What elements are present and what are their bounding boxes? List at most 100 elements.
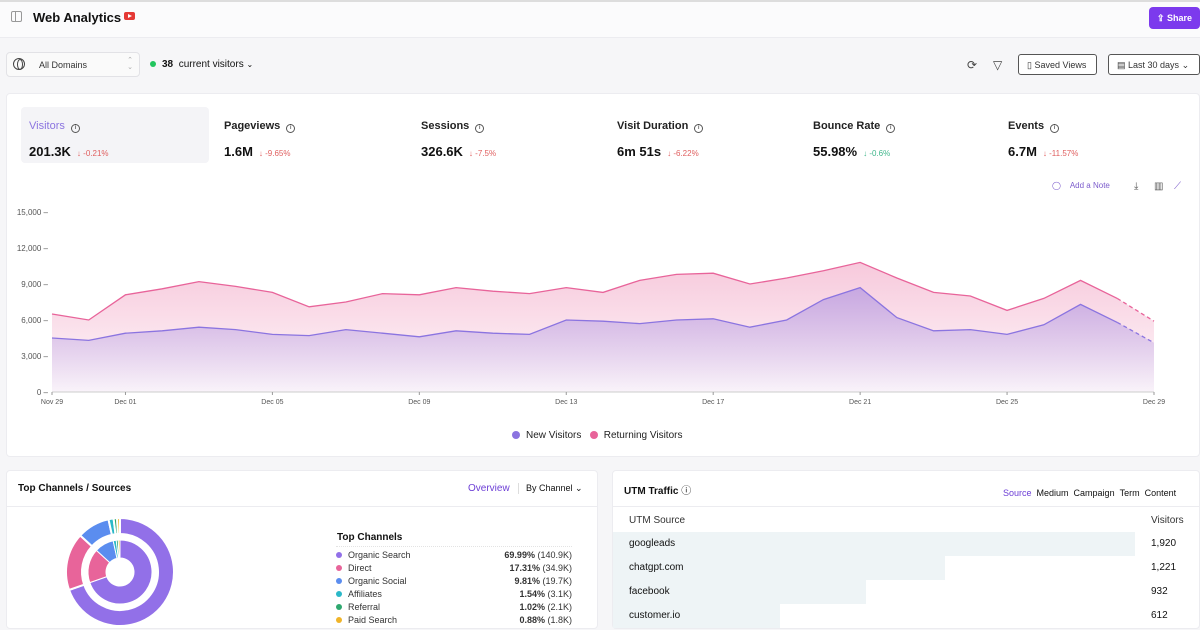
by-channel-dropdown[interactable]: By Channel ⌄ — [518, 483, 583, 494]
utm-share-bar — [613, 556, 945, 580]
calendar-icon: ▤ — [1117, 60, 1129, 70]
utm-visitors-header: Visitors — [1151, 515, 1184, 526]
donut-slice-organic-search[interactable] — [67, 516, 175, 627]
kpi-value: 55.98% — [813, 144, 858, 159]
info-icon[interactable]: i — [70, 124, 80, 133]
channel-row[interactable]: Affiliates 1.54% (3.1K) — [336, 588, 572, 601]
refresh-icon[interactable]: ⟳ — [967, 58, 978, 72]
channel-row[interactable]: Organic Search 69.99% (140.9K) — [336, 549, 572, 562]
date-range-value: Last 30 days — [1128, 60, 1180, 70]
bar-chart-icon[interactable]: ▥ — [1154, 181, 1164, 192]
add-note-button[interactable]: ◯ Add a Note — [1052, 181, 1110, 190]
kpi-label: Visitors — [29, 120, 65, 132]
kpi-visit-duration[interactable]: Visit Duration i 6m 51s ↓ -6.22% — [609, 107, 797, 163]
line-chart-icon[interactable]: ⟋ — [1174, 181, 1181, 192]
info-icon[interactable]: i — [1050, 124, 1060, 133]
info-icon[interactable]: ⓘ — [681, 486, 692, 497]
legend-label: New Visitors — [526, 430, 582, 441]
line-projected-segment — [1116, 297, 1155, 322]
utm-visitors: 1,920 — [1151, 538, 1177, 549]
info-icon[interactable]: i — [694, 124, 704, 133]
utm-row[interactable]: googleads 1,920 — [613, 532, 1199, 556]
info-icon[interactable]: i — [886, 124, 896, 133]
channel-row[interactable]: Direct 17.31% (34.9K) — [336, 562, 572, 575]
utm-title: UTM Traffic ⓘ — [624, 482, 691, 497]
utm-tab-campaign[interactable]: Campaign — [1073, 488, 1115, 498]
legend-returning-visitors[interactable]: Returning Visitors — [589, 430, 683, 441]
overview-tab[interactable]: Overview — [468, 483, 510, 494]
kpi-bounce-rate[interactable]: Bounce Rate i 55.98% ↓ -0.6% — [805, 107, 993, 163]
domain-select[interactable]: All Domains ⌃ ⌄ — [6, 52, 140, 77]
utm-share-bar — [613, 580, 867, 604]
kpi-label: Sessions — [421, 120, 470, 132]
channel-share: 1.54% (3.1K) — [519, 588, 572, 600]
legend-label: Returning Visitors — [603, 430, 683, 441]
utm-visitors: 932 — [1151, 586, 1168, 597]
kpi-delta: ↓ -0.21% — [77, 149, 109, 158]
channel-pct: 69.99% — [504, 550, 535, 560]
channel-share: 17.31% (34.9K) — [509, 562, 572, 574]
utm-tab-medium[interactable]: Medium — [1036, 488, 1069, 498]
kpi-visitors[interactable]: Visitors i 201.3K ↓ -0.21% — [21, 107, 209, 163]
y-tick-label: 0 – — [37, 388, 49, 397]
donut-slice-organic-search[interactable] — [89, 539, 153, 605]
kpi-sessions[interactable]: Sessions i 326.6K ↓ -7.5% — [413, 107, 601, 163]
kpi-delta-value: -9.65% — [265, 149, 291, 158]
kpi-events[interactable]: Events i 6.7M ↓ -11.57% — [1000, 107, 1188, 163]
kpi-delta: ↓ -6.22% — [667, 149, 699, 158]
x-tick-label: Dec 01 — [114, 399, 136, 406]
date-range-select[interactable]: ▤ Last 30 days ⌄ — [1108, 54, 1200, 75]
donut-slice-paid-search[interactable] — [115, 516, 121, 536]
chart-legend: New Visitors Returning Visitors — [512, 430, 682, 441]
channel-row[interactable]: Organic Social 9.81% (19.7K) — [336, 575, 572, 588]
page-title: Web Analytics — [33, 10, 122, 25]
channel-dot-icon — [336, 617, 342, 623]
utm-tab-term[interactable]: Term — [1119, 488, 1140, 498]
utm-visitors: 612 — [1151, 610, 1168, 621]
arrow-down-icon: ↓ — [667, 149, 674, 158]
kpi-label: Events — [1008, 120, 1045, 132]
utm-tab-content[interactable]: Content — [1144, 488, 1177, 498]
donut-slice-paid-search[interactable] — [117, 539, 121, 559]
channel-dot-icon — [336, 604, 342, 610]
utm-source: facebook — [629, 586, 670, 597]
current-visitors-dropdown[interactable]: 38 current visitors ⌄ — [150, 52, 253, 77]
utm-row[interactable]: chatgpt.com 1,221 — [613, 556, 1199, 580]
channel-row[interactable]: Referral 1.02% (2.1K) — [336, 601, 572, 614]
utm-row[interactable]: customer.io 612 — [613, 604, 1199, 628]
info-icon[interactable]: i — [286, 124, 296, 133]
chevron-down-icon: ⌄ — [575, 483, 583, 493]
arrow-down-icon: ↓ — [76, 149, 84, 158]
share-button[interactable]: ⇪ Share — [1149, 7, 1200, 29]
updown-icon: ⌃ ⌄ — [127, 57, 133, 71]
kpi-value: 326.6K — [421, 144, 463, 159]
download-icon[interactable]: ⤓ — [1134, 181, 1139, 192]
utm-row[interactable]: facebook 932 — [613, 580, 1199, 604]
utm-tab-source[interactable]: Source — [1003, 488, 1032, 498]
legend-new-visitors[interactable]: New Visitors — [512, 430, 581, 441]
area-new-visitors — [52, 287, 1154, 392]
kpi-delta: ↓ -7.5% — [469, 149, 496, 158]
kpi-value: 6m 51s — [617, 144, 662, 159]
saved-views-button[interactable]: ▯ Saved Views — [1018, 54, 1097, 75]
channel-row[interactable]: Paid Search 0.88% (1.8K) — [336, 614, 572, 627]
y-tick-label: 15,000 – — [17, 208, 49, 217]
channel-pct: 1.54% — [519, 589, 545, 599]
x-tick-label: Dec 09 — [408, 399, 430, 406]
chevron-down-icon: ⌄ — [246, 60, 254, 69]
kpi-label: Bounce Rate — [813, 120, 881, 132]
youtube-icon[interactable] — [124, 12, 135, 20]
kpi-value: 1.6M — [224, 144, 253, 159]
kpi-value: 201.3K — [29, 144, 71, 159]
channel-dot-icon — [336, 591, 342, 597]
utm-tabs: Source Medium Campaign Term Content — [998, 483, 1176, 501]
sidebar-toggle-icon[interactable] — [11, 11, 22, 22]
line-new-visitors — [51, 286, 1118, 342]
kpi-pageviews[interactable]: Pageviews i 1.6M ↓ -9.65% — [216, 107, 404, 163]
saved-views-label: Saved Views — [1034, 60, 1087, 70]
info-icon[interactable]: i — [475, 124, 485, 133]
filter-icon[interactable]: ▽ — [993, 58, 1003, 72]
channel-count: (2.1K) — [547, 602, 572, 612]
line-returning-visitors — [51, 261, 1118, 321]
channel-count: (34.9K) — [542, 563, 572, 573]
